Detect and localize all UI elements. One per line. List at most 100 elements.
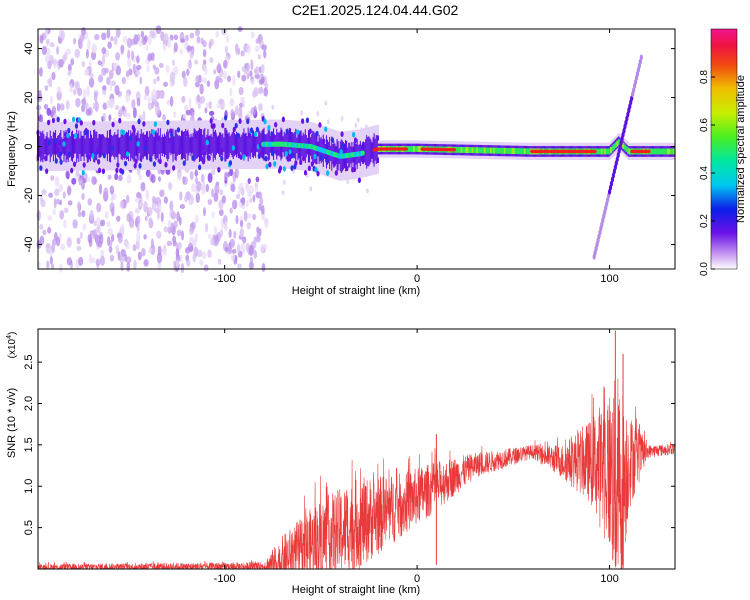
band-blob bbox=[85, 129, 89, 136]
band-blob bbox=[220, 155, 224, 162]
noise-speckle bbox=[133, 34, 139, 45]
noise-speckle bbox=[211, 169, 216, 176]
band-blob bbox=[253, 131, 258, 138]
noise-speckle bbox=[137, 251, 142, 261]
noise-speckle bbox=[115, 65, 122, 76]
band-blob bbox=[272, 133, 276, 140]
band-blob bbox=[74, 123, 79, 129]
band-green bbox=[493, 147, 496, 154]
noise-speckle bbox=[179, 203, 186, 210]
spectrogram-y-tick-label: -40 bbox=[23, 237, 35, 253]
noise-speckle bbox=[247, 177, 251, 185]
noise-speckle bbox=[222, 59, 228, 69]
band-blob bbox=[246, 118, 250, 125]
band-blob bbox=[89, 138, 93, 144]
band-blob bbox=[285, 128, 289, 135]
noise-speckle bbox=[207, 172, 213, 183]
band-blob bbox=[92, 119, 96, 126]
spectrogram-x-tick-label: 100 bbox=[600, 273, 618, 285]
band-blob bbox=[221, 122, 225, 129]
noise-speckle bbox=[50, 263, 55, 270]
noise-speckle bbox=[108, 245, 113, 253]
noise-speckle bbox=[209, 57, 214, 64]
noise-speckle bbox=[197, 249, 203, 258]
noise-speckle bbox=[110, 80, 116, 87]
band-green bbox=[662, 148, 665, 155]
band-blob bbox=[157, 135, 161, 142]
band-blob bbox=[271, 150, 275, 157]
band-green bbox=[485, 147, 488, 154]
noise-speckle bbox=[224, 246, 229, 253]
band-blob bbox=[320, 154, 324, 160]
band-green bbox=[479, 147, 482, 154]
band-blob bbox=[57, 139, 61, 146]
noise-speckle bbox=[72, 37, 77, 45]
noise-speckle bbox=[56, 86, 62, 94]
noise-speckle bbox=[201, 251, 207, 260]
noise-speckle bbox=[148, 247, 152, 254]
noise-speckle bbox=[67, 70, 71, 77]
noise-speckle bbox=[216, 102, 221, 109]
band-blob bbox=[305, 117, 310, 124]
band-blob bbox=[334, 170, 338, 176]
band-blob bbox=[352, 166, 357, 173]
noise-speckle bbox=[133, 259, 137, 270]
band-green bbox=[409, 146, 412, 152]
band-blob bbox=[339, 149, 343, 155]
noise-speckle bbox=[114, 84, 120, 96]
band-green bbox=[525, 148, 528, 155]
colorbar: 0.0 0.2 0.4 0.6 0.8 Normalized spectral ampl… bbox=[699, 28, 747, 276]
noise-speckle bbox=[118, 174, 123, 182]
noise-speckle bbox=[71, 177, 77, 185]
noise-speckle bbox=[241, 74, 247, 82]
noise-speckle bbox=[222, 70, 228, 80]
band-blob bbox=[68, 151, 72, 157]
band-blob bbox=[224, 115, 228, 121]
noise-speckle bbox=[185, 109, 191, 116]
band-green bbox=[502, 147, 505, 154]
noise-speckle bbox=[59, 263, 63, 273]
noise-speckle bbox=[228, 244, 233, 255]
noise-speckle bbox=[235, 105, 239, 115]
noise-speckle bbox=[246, 72, 250, 80]
noise-speckle bbox=[132, 244, 137, 252]
band-blob bbox=[217, 166, 221, 173]
noise-speckle bbox=[125, 241, 130, 250]
band-green bbox=[516, 148, 519, 155]
noise-speckle bbox=[150, 238, 155, 250]
noise-speckle bbox=[181, 96, 186, 103]
noise-speckle bbox=[253, 238, 257, 249]
noise-speckle bbox=[56, 102, 61, 112]
noise-speckle bbox=[141, 247, 146, 257]
noise-speckle bbox=[253, 87, 259, 97]
noise-speckle bbox=[191, 183, 197, 192]
noise-speckle bbox=[62, 191, 66, 199]
band-green bbox=[614, 142, 617, 149]
noise-speckle bbox=[99, 255, 106, 266]
noise-speckle bbox=[48, 192, 53, 198]
band-blob bbox=[63, 118, 67, 125]
noise-speckle bbox=[250, 59, 254, 71]
noise-speckle bbox=[194, 29, 200, 37]
noise-speckle bbox=[263, 49, 267, 59]
noise-speckle bbox=[120, 261, 124, 272]
noise-speckle bbox=[52, 58, 58, 69]
noise-speckle bbox=[208, 233, 212, 240]
band-blob bbox=[87, 154, 91, 160]
noise-speckle bbox=[89, 210, 94, 221]
snr-frame bbox=[37, 328, 676, 570]
noise-speckle bbox=[236, 169, 240, 177]
band-green bbox=[651, 148, 654, 155]
noise-speckle bbox=[159, 189, 164, 197]
noise-speckle bbox=[217, 62, 221, 71]
noise-speckle bbox=[261, 263, 266, 272]
band-blob bbox=[353, 137, 358, 143]
noise-speckle bbox=[155, 104, 161, 116]
band-blob bbox=[178, 147, 183, 154]
colorbar-tick-label: 0.4 bbox=[699, 166, 710, 180]
band-blob bbox=[198, 164, 202, 171]
band-green bbox=[360, 150, 365, 156]
noise-speckle bbox=[218, 209, 224, 217]
svg-text:(x104): (x104) bbox=[6, 332, 18, 359]
noise-speckle bbox=[85, 108, 92, 116]
